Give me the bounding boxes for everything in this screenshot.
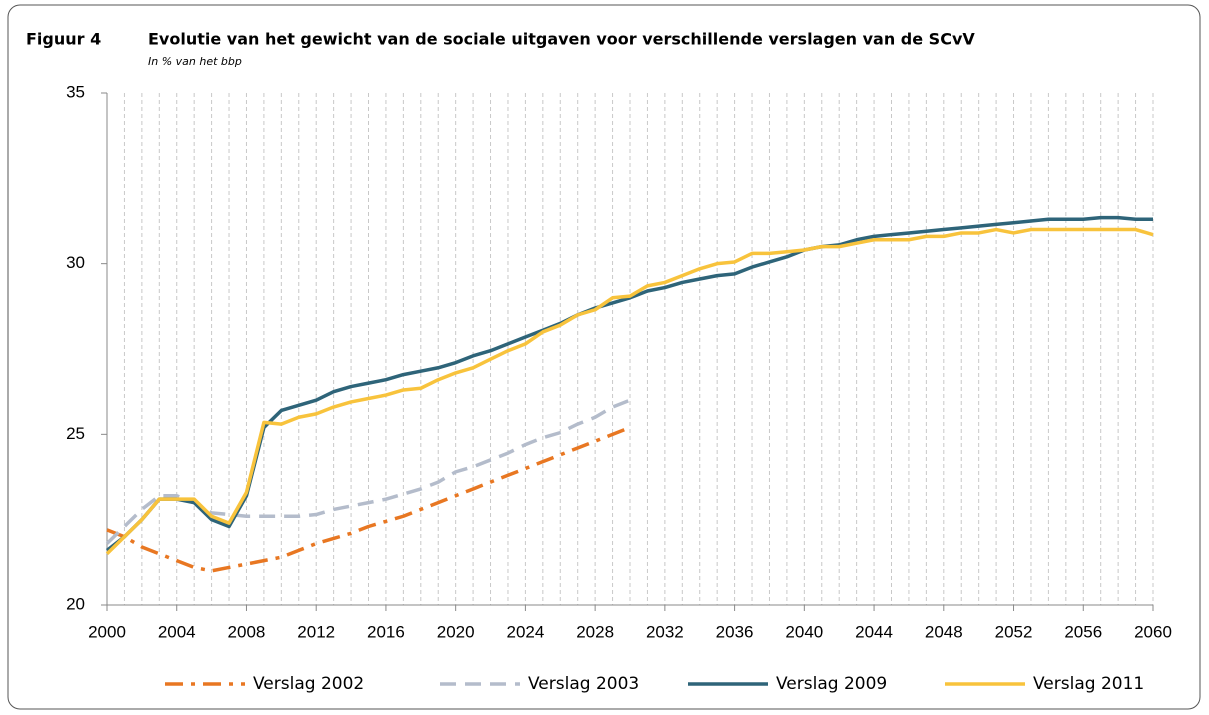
x-tick-label: 2056 <box>1064 622 1102 641</box>
chart-subtitle: In % van het bbp <box>148 55 242 68</box>
x-tick-label: 2048 <box>925 622 963 641</box>
y-tick-label: 35 <box>66 82 85 101</box>
x-tick-label: 2024 <box>506 622 544 641</box>
x-tick-label: 2012 <box>297 622 335 641</box>
x-tick-label: 2032 <box>646 622 684 641</box>
y-tick-label: 25 <box>66 424 85 443</box>
chart-title: Evolutie van het gewicht van de sociale … <box>148 30 975 49</box>
x-tick-label: 2040 <box>785 622 823 641</box>
legend-label: Verslag 2003 <box>528 674 639 694</box>
x-tick-label: 2004 <box>158 622 196 641</box>
x-tick-label: 2044 <box>855 622 893 641</box>
x-tick-label: 2052 <box>995 622 1033 641</box>
legend-label: Verslag 2011 <box>1033 674 1144 694</box>
x-tick-label: 2000 <box>88 622 126 641</box>
legend-label: Verslag 2002 <box>253 674 364 694</box>
x-tick-label: 2036 <box>716 622 754 641</box>
legend-label: Verslag 2009 <box>776 674 887 694</box>
x-tick-label: 2060 <box>1134 622 1172 641</box>
series-line <box>105 227 1154 556</box>
series-line <box>106 425 631 573</box>
x-tick-label: 2028 <box>576 622 614 641</box>
y-tick-label: 30 <box>66 253 85 272</box>
y-tick-label: 20 <box>66 594 85 613</box>
x-tick-label: 2008 <box>228 622 266 641</box>
x-tick-label: 2020 <box>437 622 475 641</box>
frame <box>7 4 1201 710</box>
x-tick-label: 2016 <box>367 622 405 641</box>
figure-label: Figuur 4 <box>26 30 101 49</box>
